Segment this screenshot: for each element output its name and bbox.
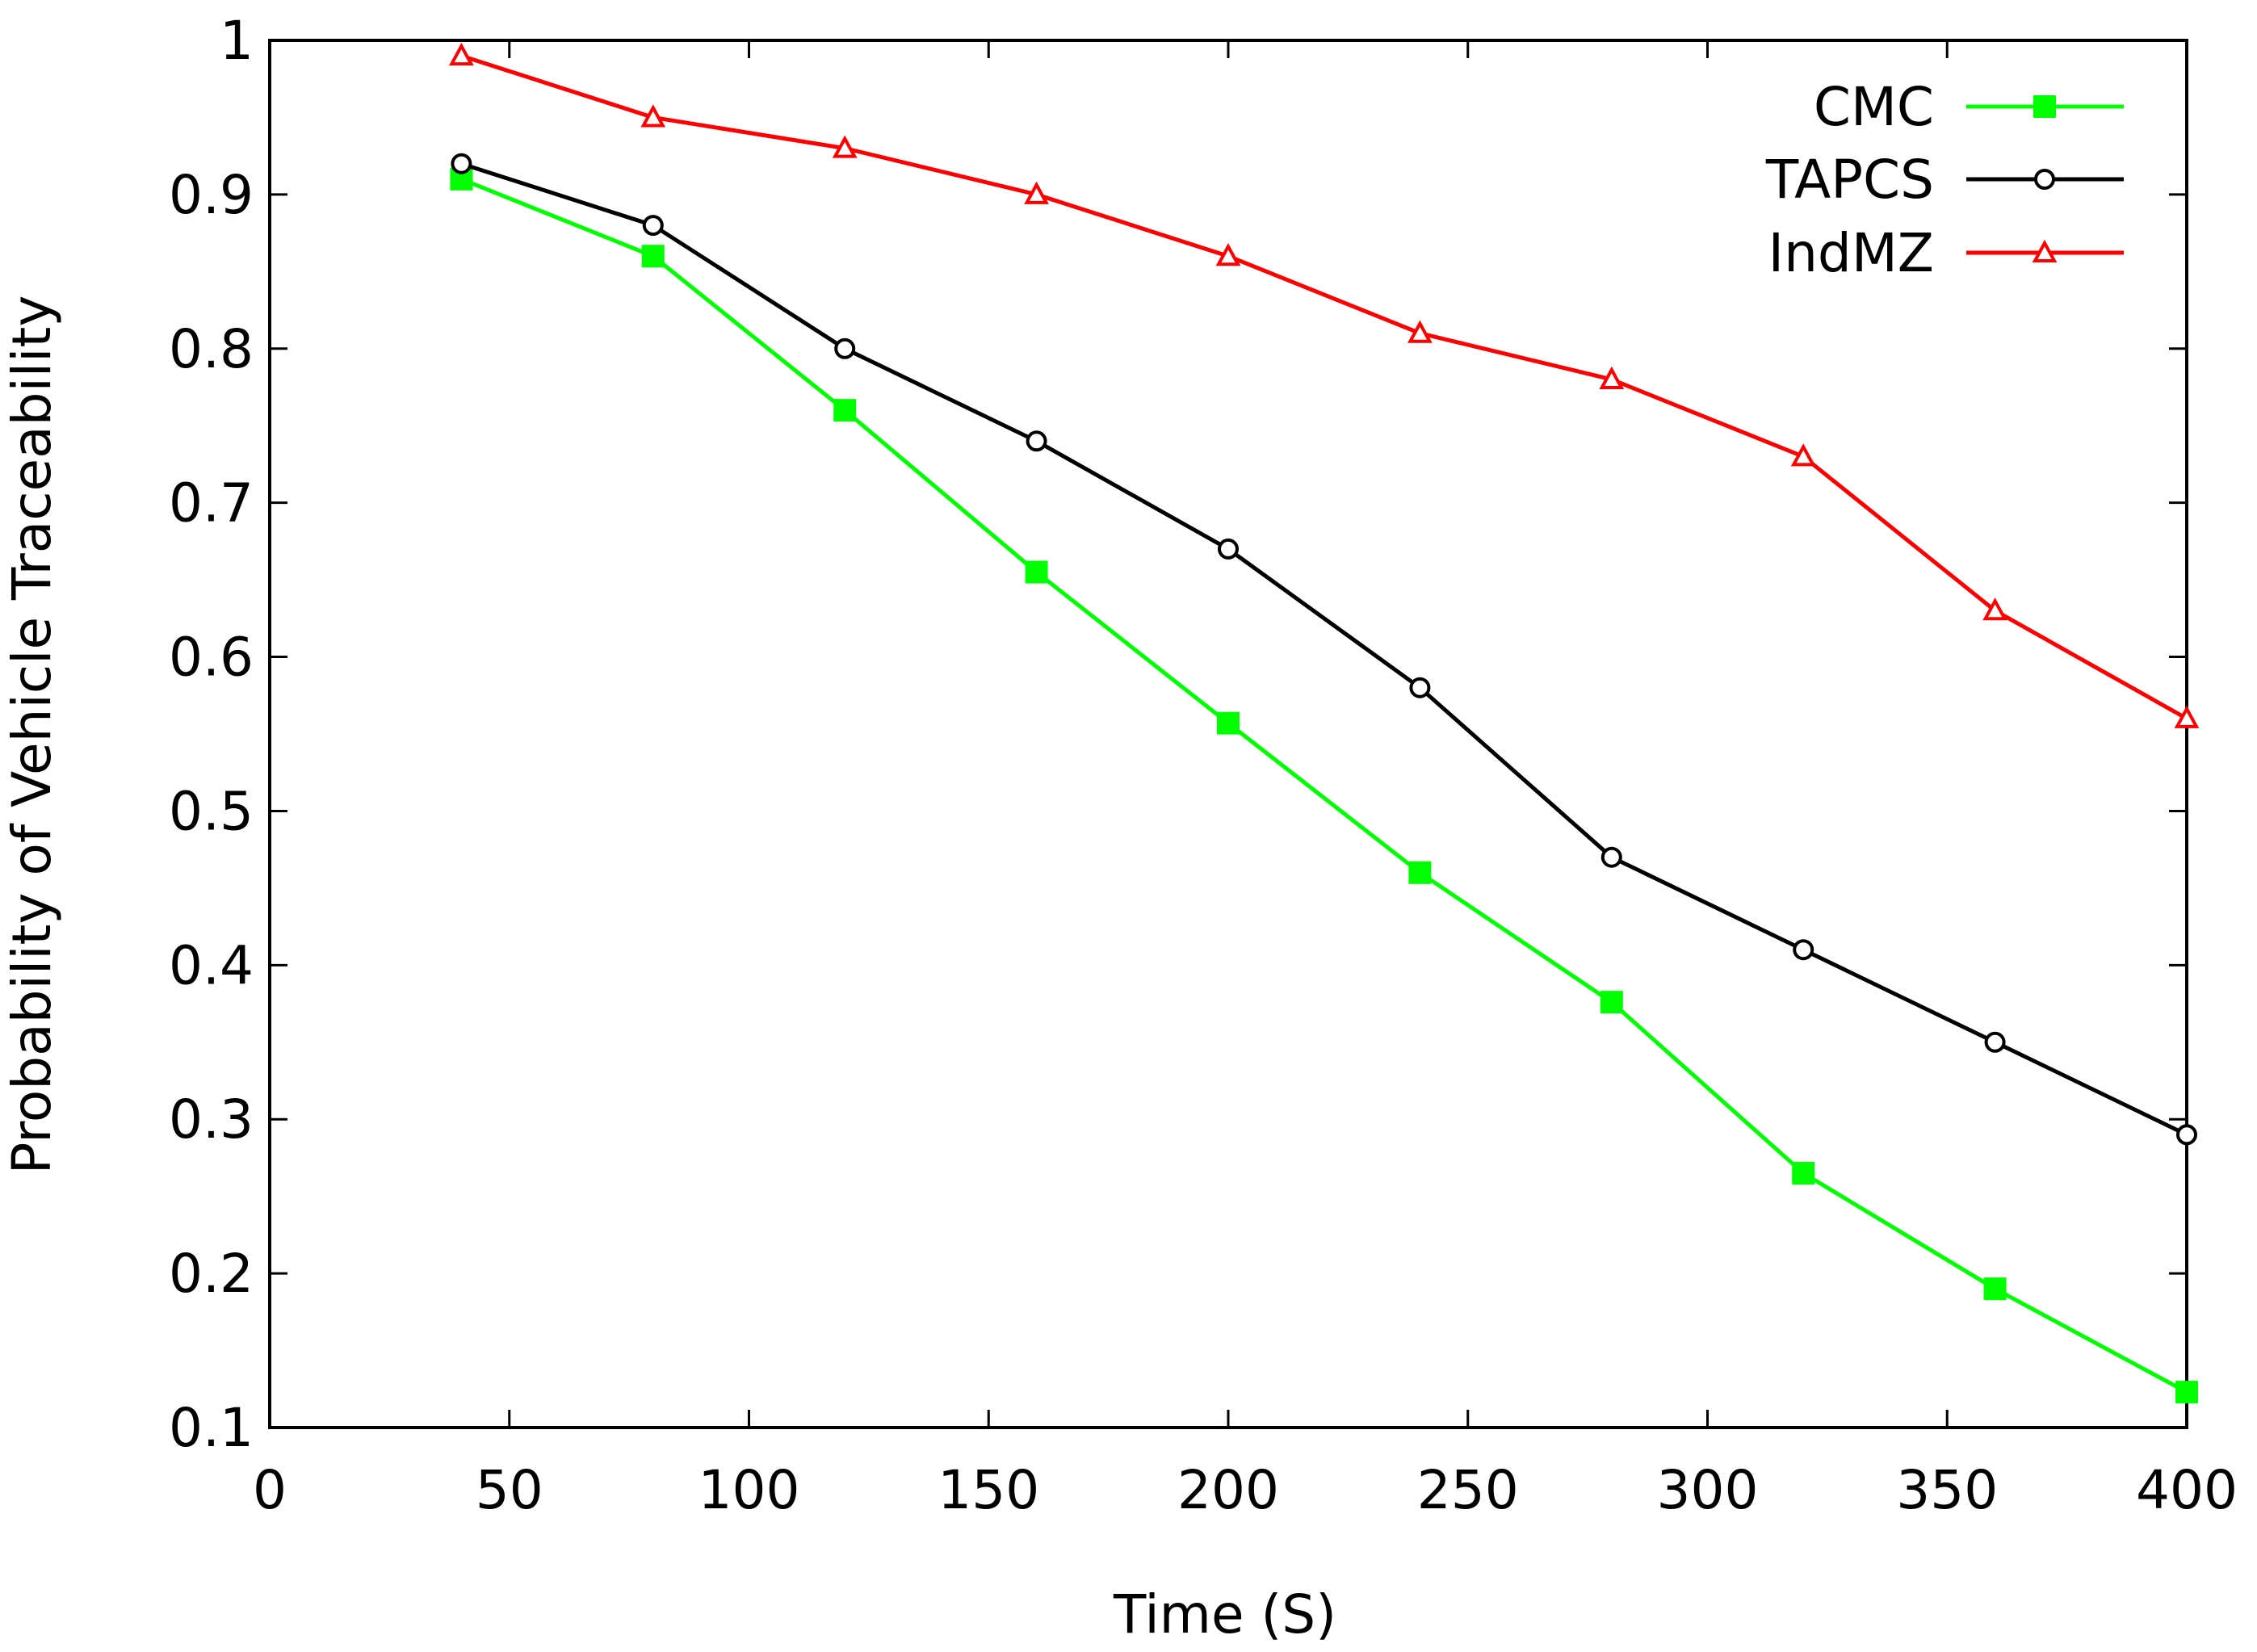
- x-tick-label: 0: [253, 1459, 287, 1521]
- data-point-indmz: [1790, 443, 1816, 467]
- y-tick-label: 0.9: [169, 164, 254, 226]
- y-tick-label: 0.2: [169, 1243, 254, 1305]
- series-tapcs: [451, 153, 2197, 1146]
- series-line-tapcs: [460, 161, 2188, 1137]
- x-tick-label: 400: [2136, 1459, 2238, 1521]
- data-point-tapcs: [834, 338, 856, 359]
- data-point-cmc: [1025, 560, 1048, 584]
- y-tick-label: 0.3: [169, 1088, 254, 1151]
- x-tick-label: 300: [1657, 1459, 1759, 1521]
- legend-label-indmz: IndMZ: [1768, 222, 1934, 284]
- legend-marker-tapcs: [2034, 169, 2055, 190]
- legend: CMC TAPCS IndMZ: [1765, 76, 2124, 284]
- data-point-tapcs: [451, 153, 472, 174]
- data-point-cmc: [1983, 1277, 2007, 1301]
- data-point-cmc: [1217, 711, 1240, 735]
- x-tick-label: 250: [1417, 1459, 1519, 1521]
- y-tick-label: 0.7: [169, 472, 254, 535]
- y-tick-label: 0.5: [169, 780, 254, 842]
- series-line-cmc: [460, 177, 2188, 1394]
- data-point-tapcs: [1984, 1031, 2006, 1053]
- series-indmz: [449, 42, 2200, 728]
- y-tick-label: 0.1: [169, 1397, 254, 1459]
- data-point-cmc: [833, 399, 857, 422]
- y-tick-label: 1: [220, 10, 254, 72]
- data-point-cmc: [1792, 1162, 1815, 1185]
- y-tick-label: 0.6: [169, 627, 254, 689]
- data-point-tapcs: [2176, 1124, 2197, 1146]
- series-line-indmz: [460, 53, 2188, 721]
- data-point-indmz: [1407, 320, 1433, 343]
- legend-marker-cmc: [2033, 95, 2056, 118]
- series-layer: [449, 42, 2200, 1404]
- data-point-cmc: [641, 245, 665, 268]
- x-tick-label: 150: [938, 1459, 1039, 1521]
- data-point-tapcs: [1600, 846, 1622, 868]
- data-point-tapcs: [642, 215, 664, 237]
- data-point-tapcs: [1218, 538, 1239, 560]
- data-point-indmz: [640, 104, 666, 128]
- y-tick-label: 0.4: [169, 934, 254, 996]
- x-tick-label: 50: [476, 1459, 543, 1521]
- x-tick-label: 200: [1177, 1459, 1279, 1521]
- data-point-indmz: [449, 42, 474, 66]
- data-point-tapcs: [1793, 939, 1814, 961]
- data-point-indmz: [1982, 597, 2007, 621]
- data-point-indmz: [1599, 366, 1625, 389]
- data-point-cmc: [1408, 861, 1432, 884]
- data-point-cmc: [2175, 1381, 2198, 1404]
- data-point-tapcs: [1026, 430, 1047, 452]
- y-tick-label: 0.8: [169, 318, 254, 380]
- x-axis-title: Time (S): [1113, 1583, 1336, 1646]
- data-point-indmz: [2174, 705, 2200, 728]
- y-axis-title: Probability of Vehicle Traceability: [1, 296, 63, 1175]
- legend-label-cmc: CMC: [1814, 76, 1934, 138]
- data-point-tapcs: [1409, 677, 1431, 698]
- data-point-indmz: [832, 135, 858, 158]
- x-tick-label: 100: [698, 1459, 800, 1521]
- legend-marker-indmz: [2032, 239, 2058, 262]
- x-tick-label: 350: [1896, 1459, 1998, 1521]
- legend-label-tapcs: TAPCS: [1765, 149, 1934, 211]
- series-cmc: [450, 167, 2198, 1404]
- data-point-indmz: [1215, 243, 1241, 266]
- data-point-cmc: [1600, 991, 1623, 1014]
- data-point-indmz: [1024, 181, 1049, 204]
- axes: 0 50 100 150 200 250 300 350 400 0.1 0.2 0.3 0.4 0.5 0…: [169, 10, 2238, 1521]
